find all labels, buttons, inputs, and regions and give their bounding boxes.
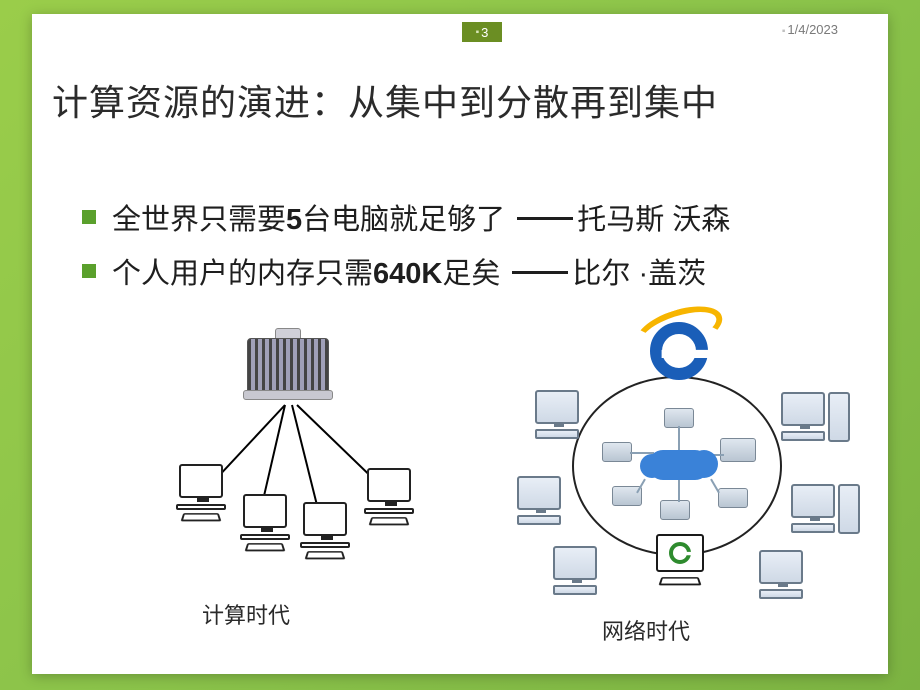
figure-caption-right: 网络时代 — [602, 614, 690, 646]
bullet-marker-icon — [82, 264, 96, 278]
bullet-text: 个人用户的内存只需640K足矣 比尔 ·盖茨 — [112, 250, 706, 292]
mainframe-icon — [247, 328, 329, 398]
pc-icon — [514, 476, 564, 532]
mainframe-era-diagram — [142, 334, 432, 594]
dash-separator — [512, 271, 568, 274]
server-icon — [718, 488, 748, 508]
slide-title: 计算资源的演进：从集中到分散再到集中 — [52, 74, 868, 126]
bullet-text: 全世界只需要5台电脑就足够了 托马斯 沃森 — [112, 196, 730, 238]
net-link — [710, 479, 720, 494]
tower-icon — [828, 392, 850, 442]
connection-line — [262, 405, 286, 503]
terminal-icon — [296, 502, 354, 562]
server-icon — [720, 438, 756, 462]
pc-icon — [756, 550, 806, 606]
pc-icon — [778, 392, 828, 448]
figures-area — [32, 324, 888, 674]
server-icon — [660, 500, 690, 520]
server-icon — [664, 408, 694, 428]
bullet-marker-icon — [82, 210, 96, 224]
pc-icon — [788, 484, 838, 540]
slide: 3 1/4/2023 计算资源的演进：从集中到分散再到集中 全世界只需要5台电脑… — [32, 14, 888, 674]
bullet-item: 个人用户的内存只需640K足矣 比尔 ·盖茨 — [82, 250, 848, 292]
page-number-value: 3 — [481, 25, 488, 40]
network-era-diagram — [492, 316, 852, 616]
cloud-icon — [648, 450, 710, 480]
server-icon — [602, 442, 632, 462]
bullet-list: 全世界只需要5台电脑就足够了 托马斯 沃森 个人用户的内存只需640K足矣 比尔… — [82, 196, 848, 304]
slide-header: 3 1/4/2023 — [32, 22, 888, 46]
net-link — [678, 426, 680, 452]
terminal-icon — [360, 468, 418, 528]
bullet-item: 全世界只需要5台电脑就足够了 托马斯 沃森 — [82, 196, 848, 238]
slide-date: 1/4/2023 — [782, 22, 838, 37]
tower-icon — [838, 484, 860, 534]
dash-separator — [517, 217, 573, 220]
internet-explorer-icon — [644, 314, 716, 386]
figure-caption-left: 计算时代 — [202, 598, 290, 630]
center-pc-icon — [652, 534, 708, 594]
pc-icon — [532, 390, 582, 446]
page-number: 3 — [462, 22, 502, 42]
pc-icon — [550, 546, 600, 602]
cloud-network-icon — [602, 408, 758, 520]
terminal-icon — [236, 494, 294, 554]
net-link — [678, 480, 680, 502]
terminal-icon — [172, 464, 230, 524]
